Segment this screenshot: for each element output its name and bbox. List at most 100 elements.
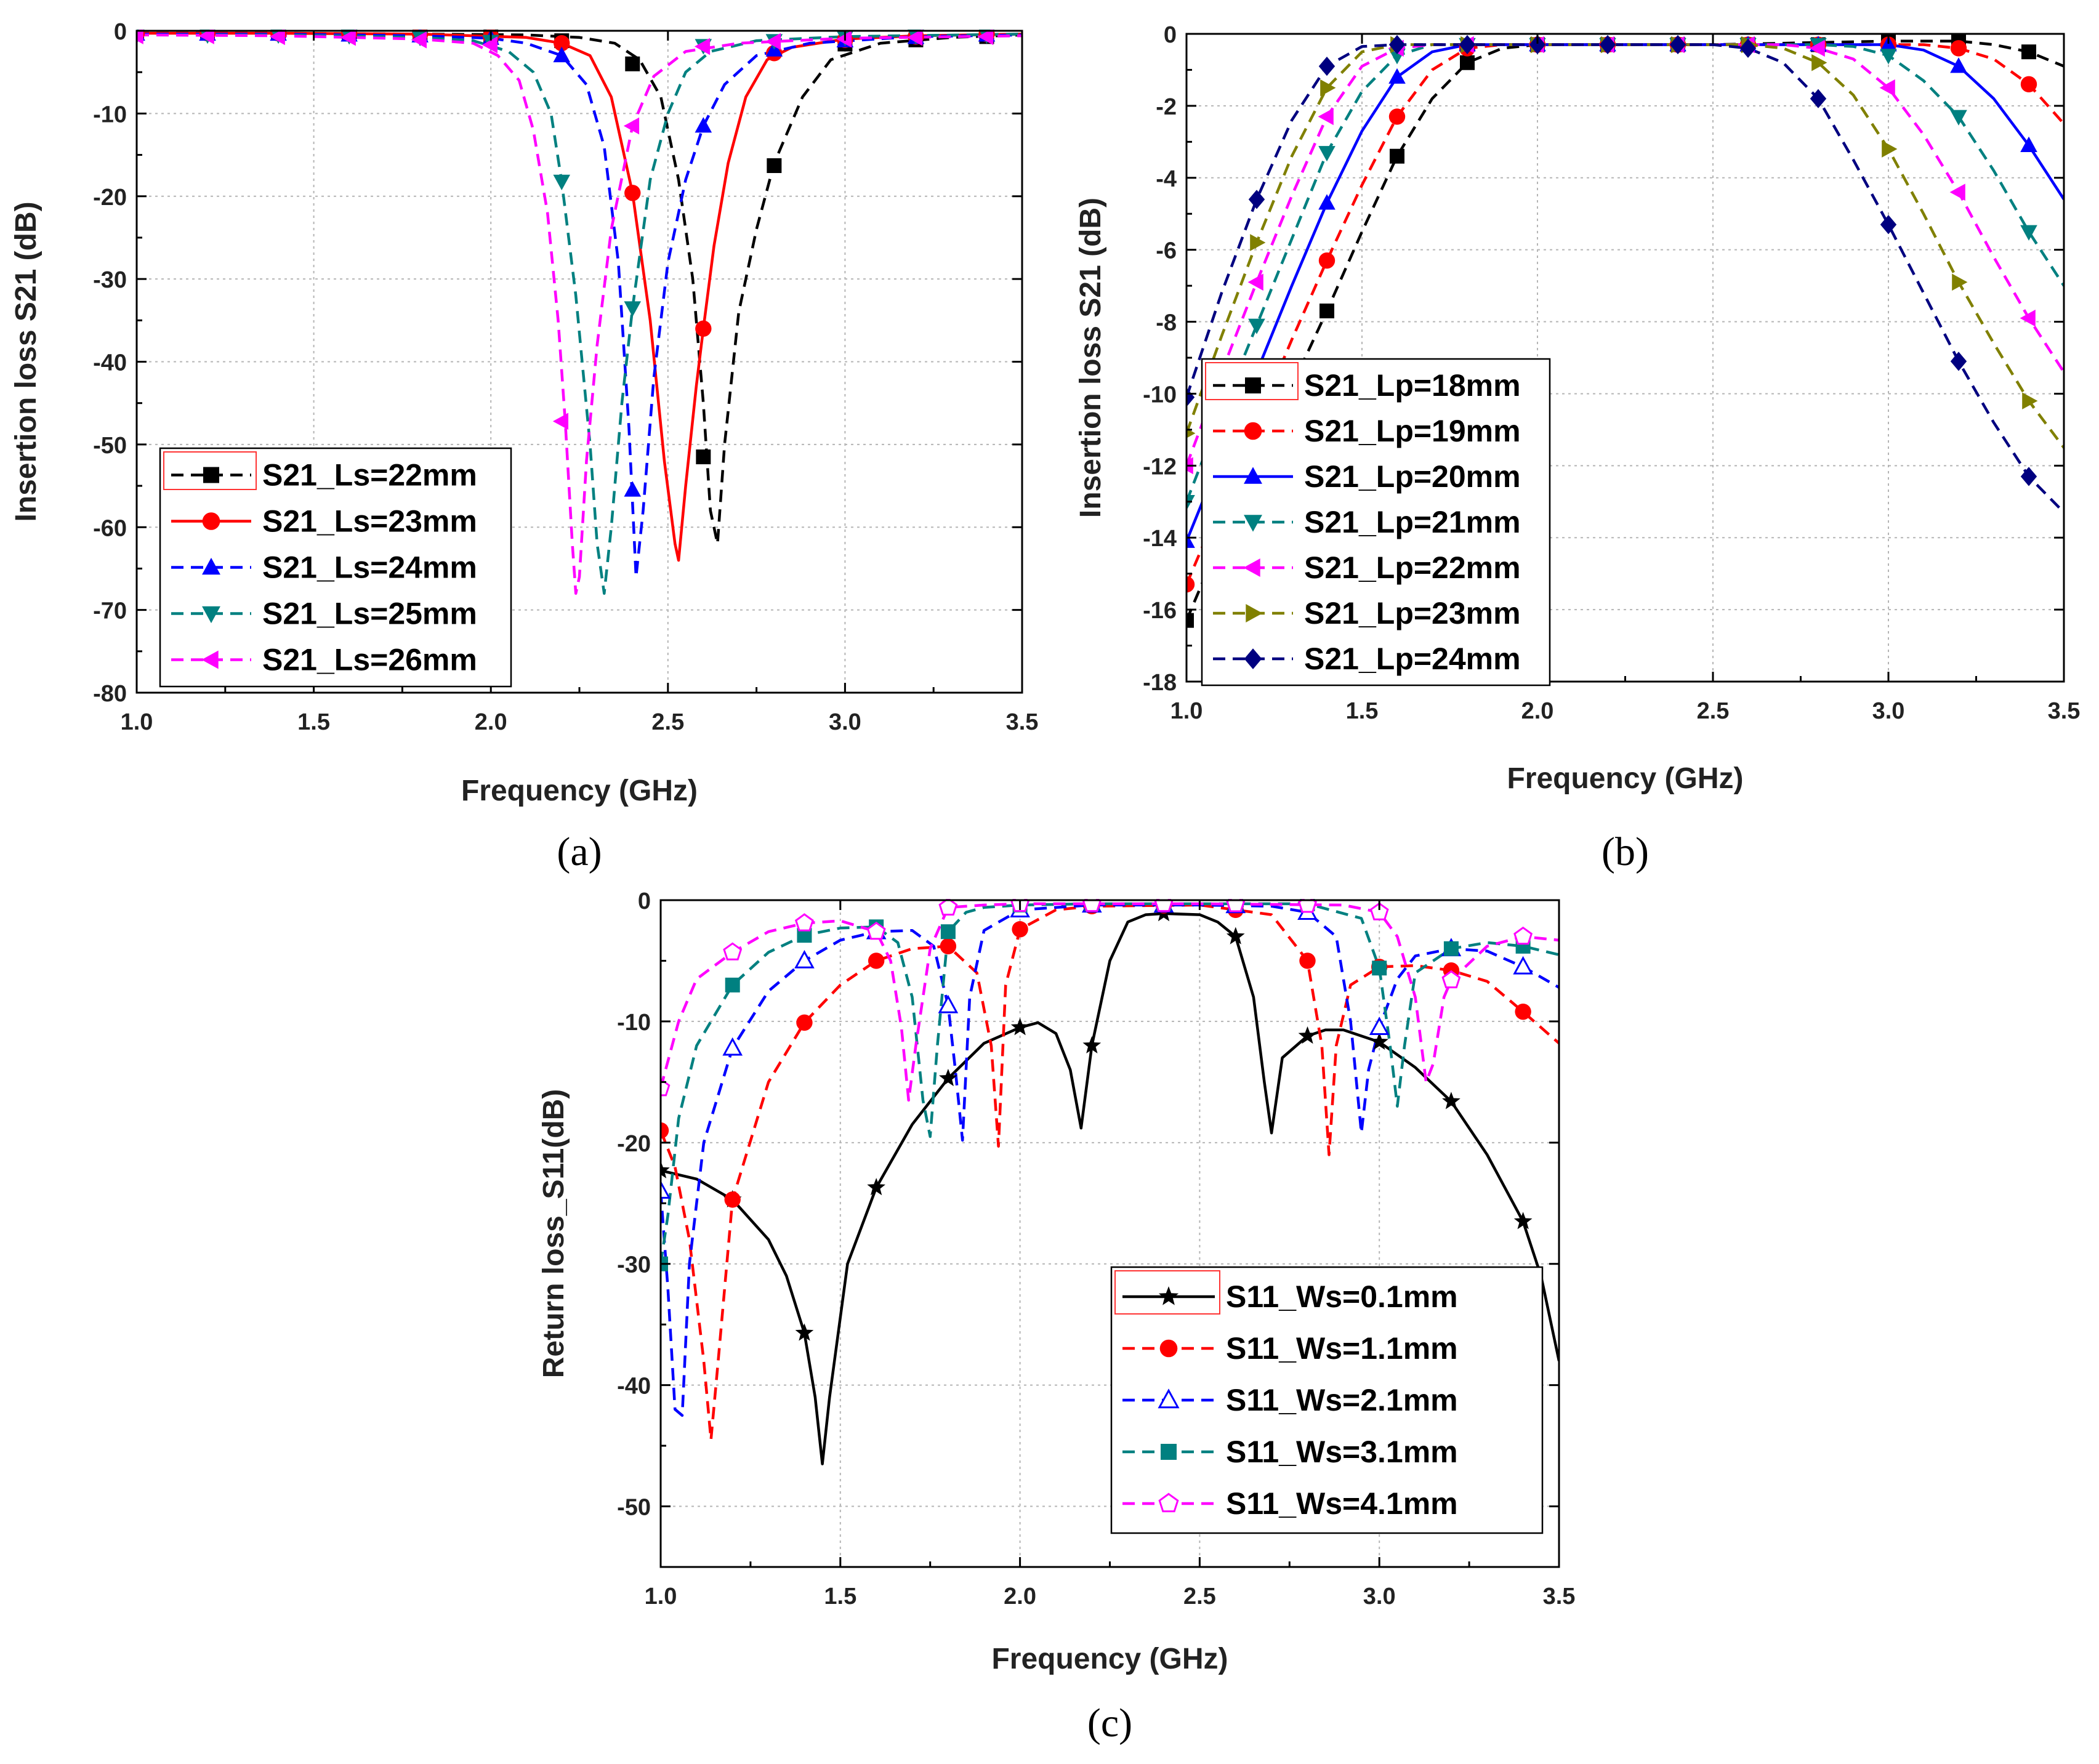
x-tick-label: 2.5 <box>1183 1584 1216 1609</box>
legend-marker <box>201 650 219 669</box>
data-point-S21_Lp=22mm <box>2020 309 2036 327</box>
legend: S21_Lp=18mm S21_Lp=19mm S21_Lp=20mm S21_Lp=… <box>1201 358 1551 687</box>
legend-label: S11_Ws=1.1mm <box>1226 1331 1458 1366</box>
data-point-S21_Ls=22mm <box>696 449 711 465</box>
data-point-S21_Lp=19mm <box>1388 108 1406 125</box>
data-point-S21_Lp=18mm <box>1319 304 1334 319</box>
data-point-S21_Lp=24mm <box>2020 467 2037 486</box>
y-axis-title: Insertion loss S21 (dB) <box>10 201 42 522</box>
data-point-S21_Lp=22mm <box>1949 183 1965 201</box>
x-tick-label: 3.0 <box>1363 1584 1396 1609</box>
data-point-S21_Ls=26mm <box>907 30 923 46</box>
data-point-S21_Lp=24mm <box>1880 215 1897 235</box>
data-point-S11_Ws=0.1mm <box>1442 1092 1460 1110</box>
data-point-S21_Lp=24mm <box>1739 38 1757 58</box>
data-point-S21_Lp=22mm <box>1247 273 1263 291</box>
x-axis-title: Frequency (GHz) <box>1507 762 1743 795</box>
data-point-S11_Ws=0.1mm <box>1298 1026 1317 1044</box>
data-point-S11_Ws=0.1mm <box>1226 927 1245 944</box>
data-point-S21_Lp=24mm <box>1810 89 1827 108</box>
series-line-S11_Ws=2.1mm <box>661 903 1559 1417</box>
data-point-S21_Ls=24mm <box>553 46 571 63</box>
data-point-S11_Ws=0.1mm <box>1082 1036 1102 1053</box>
data-point-S21_Lp=21mm <box>1950 110 1967 126</box>
legend-marker <box>1158 1286 1179 1305</box>
data-point-S11_Ws=1.1mm <box>796 1014 813 1031</box>
panel-b: 1.0 1.5 2.0 2.5 3.0 3.5 0 -2 -4 -6 -8 -10 -12 -14 -16 -… <box>1074 22 2080 874</box>
data-point-S21_Lp=22mm <box>1809 39 1825 57</box>
legend-marker <box>202 512 220 530</box>
x-tick-label: 2.0 <box>475 709 507 735</box>
y-tick-label: -20 <box>617 1131 651 1157</box>
legend: S21_Ls=22mm S21_Ls=23mm S21_Ls=24mm S21_Ls=… <box>159 447 512 688</box>
data-point-S21_Ls=26mm <box>411 31 427 49</box>
data-point-S11_Ws=0.1mm <box>1513 1212 1533 1230</box>
y-tick-label: -18 <box>1143 670 1177 696</box>
legend-label: S21_Lp=24mm <box>1304 642 1521 676</box>
x-axis-title: Frequency (GHz) <box>461 775 698 807</box>
y-tick-label: -12 <box>1143 454 1177 480</box>
series-line-S11_Ws=1.1mm <box>661 903 1559 1441</box>
y-tick-label: -2 <box>1156 94 1177 120</box>
data-point-S21_Lp=24mm <box>1950 352 1967 371</box>
y-tick-label: -20 <box>93 185 127 211</box>
x-tick-label: 2.5 <box>1697 698 1730 724</box>
data-point-S21_Lp=19mm <box>1318 252 1336 269</box>
data-point-S21_Ls=26mm <box>137 30 143 44</box>
data-point-S21_Lp=18mm <box>1186 613 1194 628</box>
y-tick-label: -50 <box>617 1495 651 1521</box>
x-tick-label: 1.5 <box>297 709 330 735</box>
data-point-S21_Lp=19mm <box>1950 40 1967 57</box>
y-tick-label: -80 <box>93 681 127 707</box>
data-point-S21_Ls=22mm <box>767 158 782 174</box>
legend-highlight <box>1114 1270 1220 1315</box>
data-point-S21_Lp=24mm <box>1529 34 1546 55</box>
y-tick-label: -10 <box>93 102 127 127</box>
panel-a: 1.0 1.5 2.0 2.5 3.0 3.5 0 -10 -20 -30 -40 -50 -60 -70… <box>10 19 1038 874</box>
data-point-S21_Lp=18mm <box>1390 148 1404 164</box>
data-point-S21_Ls=26mm <box>269 30 285 46</box>
data-point-S11_Ws=4.1mm <box>1082 899 1102 912</box>
data-point-S21_Ls=26mm <box>765 33 781 50</box>
data-point-S21_Lp=24mm <box>1186 387 1195 407</box>
y-tick-label: -16 <box>1143 598 1177 624</box>
data-point-S21_Lp=18mm <box>1460 55 1475 70</box>
data-point-S21_Ls=22mm <box>625 56 640 71</box>
data-point-S21_Ls=23mm <box>695 320 712 337</box>
x-tick-label: 3.0 <box>829 709 861 735</box>
legend: S11_Ws=0.1mm S11_Ws=1.1mm S11_Ws=2.1mm S11_… <box>1110 1266 1544 1534</box>
data-point-S21_Ls=26mm <box>623 117 640 135</box>
data-point-S21_Lp=24mm <box>1248 190 1265 209</box>
data-point-S21_Lp=24mm <box>1669 34 1686 55</box>
series-line-S11_Ws=0.1mm <box>661 912 1559 1465</box>
y-axis-title: Return loss_S11(dB) <box>538 1089 570 1378</box>
series-line-S21_Ls=26mm <box>137 33 1022 595</box>
data-point-S21_Ls=26mm <box>481 36 498 54</box>
legend-marker <box>1159 1339 1178 1358</box>
legend-marker <box>1158 1388 1180 1409</box>
x-tick-label: 3.5 <box>1543 1584 1576 1609</box>
data-point-S21_Lp=21mm <box>2020 225 2037 241</box>
data-point-S11_Ws=4.1mm <box>661 1077 671 1097</box>
x-tick-label: 2.0 <box>1004 1584 1036 1609</box>
data-point-S21_Ls=26mm <box>552 413 569 430</box>
data-point-S21_Lp=22mm <box>1318 108 1334 126</box>
data-point-S21_Lp=21mm <box>1248 318 1265 334</box>
data-point-S21_Ls=23mm <box>624 185 641 201</box>
legend-marker <box>202 557 220 575</box>
legend-marker <box>1158 1492 1179 1513</box>
legend-marker <box>1244 467 1262 484</box>
data-point-S21_Lp=20mm <box>1950 57 1967 73</box>
data-point-S21_Lp=23mm <box>1320 79 1336 97</box>
y-tick-label: -40 <box>617 1374 651 1400</box>
y-axis-title: Insertion loss S21 (dB) <box>1074 198 1107 518</box>
legend-label: S21_Ls=26mm <box>262 643 477 677</box>
legend-label: S21_Lp=22mm <box>1304 550 1521 585</box>
y-tick-label: -40 <box>93 350 127 376</box>
data-point-S21_Lp=21mm <box>1186 494 1195 511</box>
y-tick-label: -4 <box>1156 166 1177 192</box>
y-tick-label: -30 <box>617 1252 651 1278</box>
series-group <box>1186 33 2064 628</box>
data-point-S11_Ws=0.1mm <box>867 1178 885 1196</box>
legend-marker <box>1246 604 1263 622</box>
